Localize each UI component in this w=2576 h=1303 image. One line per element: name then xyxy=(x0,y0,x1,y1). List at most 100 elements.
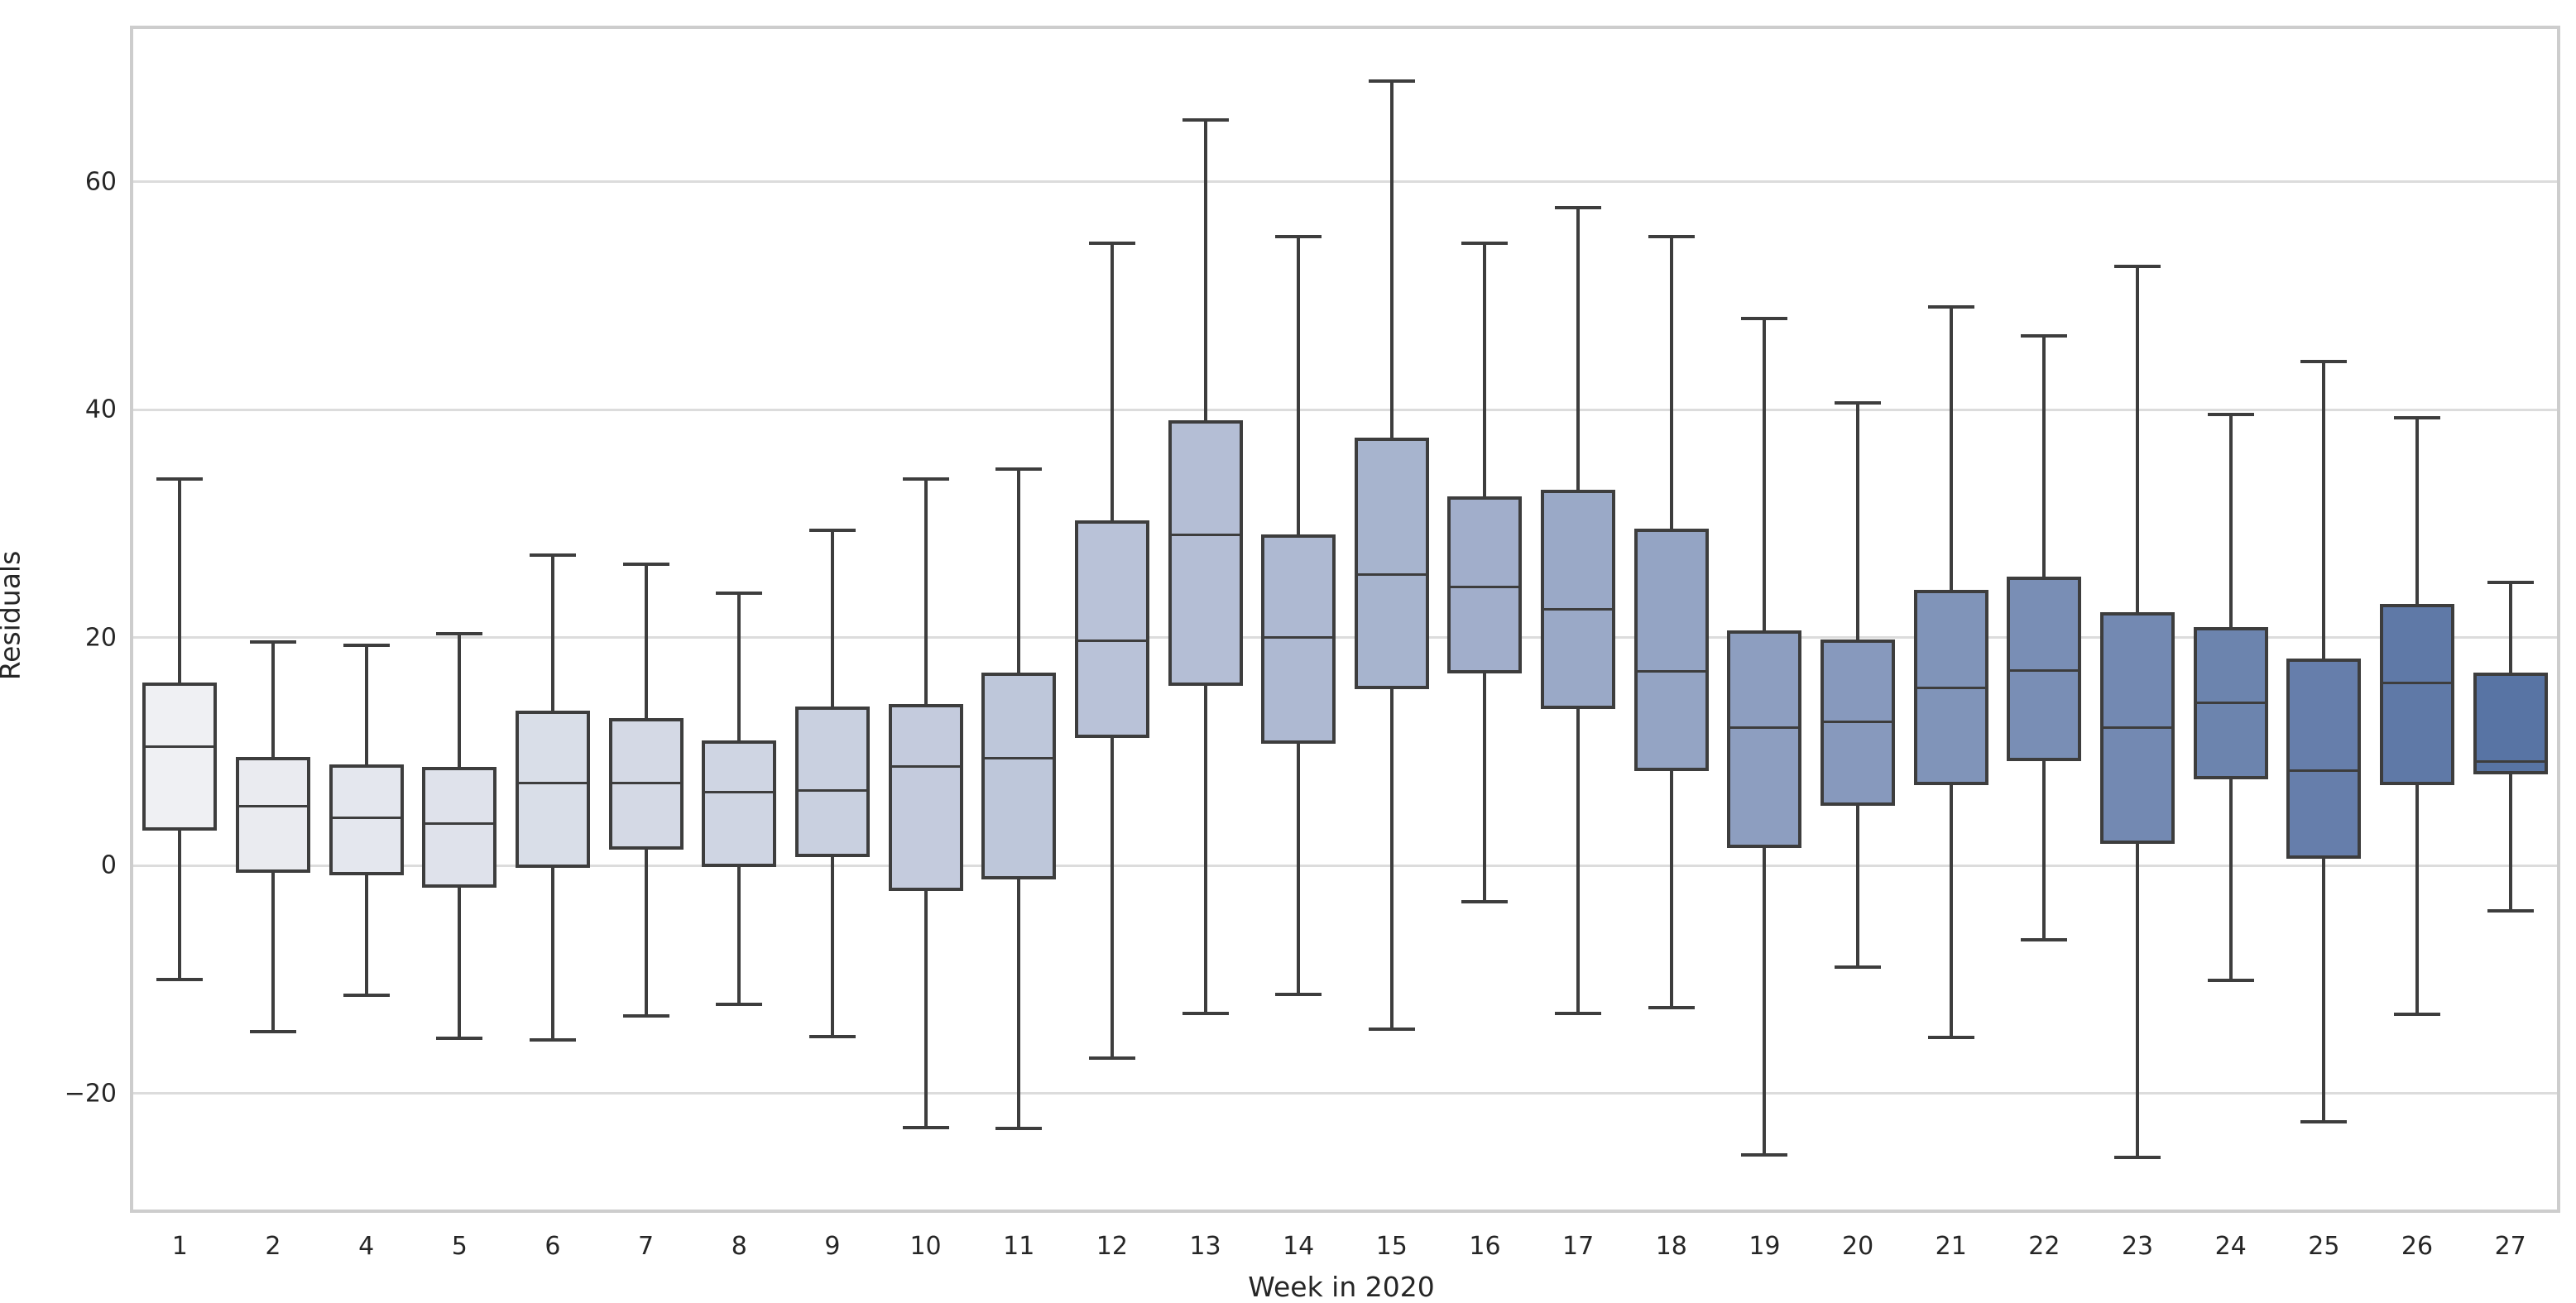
iqr-box xyxy=(2473,672,2548,775)
upper-whisker-cap xyxy=(902,477,949,481)
upper-whisker xyxy=(364,645,368,767)
median-line xyxy=(2103,726,2172,729)
lower-whisker xyxy=(830,855,834,1037)
upper-whisker-cap xyxy=(1182,118,1229,122)
lower-whisker-cap xyxy=(1461,900,1509,904)
iqr-box xyxy=(142,683,218,831)
upper-whisker-cap xyxy=(1648,234,1695,238)
upper-whisker xyxy=(1297,236,1301,536)
y-tick-label-40: 40 xyxy=(84,395,117,424)
lower-whisker-cap xyxy=(1368,1028,1415,1032)
y-tick-label-0: 0 xyxy=(100,850,117,880)
upper-whisker-cap xyxy=(156,477,204,481)
lower-whisker xyxy=(1669,769,1673,1008)
iqr-box xyxy=(2007,576,2082,761)
x-tick-label-week-19: 19 xyxy=(1749,1232,1781,1261)
median-line xyxy=(1637,670,1705,673)
median-line xyxy=(1077,640,1146,643)
upper-whisker xyxy=(2322,362,2326,661)
lower-whisker-cap xyxy=(2394,1013,2441,1017)
upper-whisker xyxy=(2415,417,2420,606)
iqr-box xyxy=(235,756,310,873)
lower-whisker xyxy=(1949,783,1953,1037)
lower-whisker xyxy=(737,865,741,1005)
lower-whisker-cap xyxy=(2021,937,2068,941)
median-line xyxy=(425,822,494,825)
x-tick-label-week-4: 4 xyxy=(358,1232,375,1261)
x-tick-label-week-24: 24 xyxy=(2214,1232,2247,1261)
lower-whisker-cap xyxy=(995,1127,1043,1131)
median-line xyxy=(518,782,587,785)
lower-whisker xyxy=(364,873,368,996)
upper-whisker xyxy=(1110,242,1114,523)
upper-whisker xyxy=(1483,242,1487,499)
median-line xyxy=(1264,636,1333,640)
iqr-box xyxy=(1168,420,1243,686)
lower-whisker xyxy=(178,828,182,980)
iqr-box xyxy=(1633,529,1709,772)
upper-whisker xyxy=(923,479,928,707)
upper-whisker-cap xyxy=(2300,360,2348,364)
iqr-box xyxy=(1727,630,1802,848)
lower-whisker xyxy=(2508,773,2512,912)
lower-whisker-cap xyxy=(1835,965,1882,969)
x-tick-label-week-7: 7 xyxy=(638,1232,655,1261)
median-line xyxy=(2290,769,2358,773)
lower-whisker-cap xyxy=(2487,909,2534,913)
x-tick-label-week-25: 25 xyxy=(2308,1232,2340,1261)
upper-whisker-cap xyxy=(2487,581,2534,585)
upper-whisker xyxy=(458,634,462,769)
lower-whisker xyxy=(1203,684,1207,1014)
upper-whisker xyxy=(550,555,554,713)
x-tick-label-week-18: 18 xyxy=(1655,1232,1687,1261)
median-line xyxy=(2383,682,2452,685)
iqr-box xyxy=(702,740,777,867)
upper-whisker xyxy=(1669,236,1673,531)
x-tick-label-week-26: 26 xyxy=(2401,1232,2434,1261)
y-tick-label-20: 20 xyxy=(84,623,117,653)
lower-whisker xyxy=(1483,671,1487,903)
x-tick-label-week-2: 2 xyxy=(265,1232,281,1261)
x-tick-label-week-16: 16 xyxy=(1469,1232,1501,1261)
lower-whisker-cap xyxy=(1555,1012,1602,1016)
x-tick-label-week-11: 11 xyxy=(1003,1232,1035,1261)
lower-whisker xyxy=(550,866,554,1040)
lower-whisker-cap xyxy=(343,994,390,998)
x-tick-label-week-10: 10 xyxy=(909,1232,942,1261)
lower-whisker xyxy=(2136,842,2140,1157)
iqr-box xyxy=(981,672,1057,880)
lower-whisker-cap xyxy=(1182,1012,1229,1016)
x-tick-label-week-21: 21 xyxy=(1935,1232,1967,1261)
gridline-y-20 xyxy=(133,636,2557,640)
median-line xyxy=(705,791,774,794)
upper-whisker xyxy=(1949,307,1953,592)
lower-whisker xyxy=(458,885,462,1039)
x-tick-label-week-1: 1 xyxy=(171,1232,188,1261)
x-tick-label-week-15: 15 xyxy=(1375,1232,1408,1261)
x-tick-label-week-22: 22 xyxy=(2028,1232,2060,1261)
upper-whisker xyxy=(2136,266,2140,614)
upper-whisker-cap xyxy=(2021,333,2068,338)
lower-whisker-cap xyxy=(2114,1155,2161,1159)
lower-whisker-cap xyxy=(156,977,204,981)
lower-whisker-cap xyxy=(1741,1152,1788,1157)
median-line xyxy=(1544,607,1613,611)
lower-whisker xyxy=(271,870,275,1032)
lower-whisker-cap xyxy=(249,1030,296,1034)
upper-whisker-cap xyxy=(1368,79,1415,84)
upper-whisker xyxy=(2042,335,2046,578)
lower-whisker xyxy=(644,848,648,1016)
iqr-box xyxy=(329,764,404,875)
upper-whisker-cap xyxy=(622,563,669,567)
upper-whisker xyxy=(1576,208,1581,492)
iqr-box xyxy=(1541,490,1616,709)
upper-whisker-cap xyxy=(249,640,296,644)
upper-whisker-cap xyxy=(436,632,483,636)
upper-whisker-cap xyxy=(1835,400,1882,405)
x-tick-label-week-9: 9 xyxy=(824,1232,841,1261)
upper-whisker-cap xyxy=(2114,264,2161,268)
median-line xyxy=(2196,701,2265,704)
lower-whisker-cap xyxy=(1275,992,1322,996)
upper-whisker xyxy=(737,592,741,743)
